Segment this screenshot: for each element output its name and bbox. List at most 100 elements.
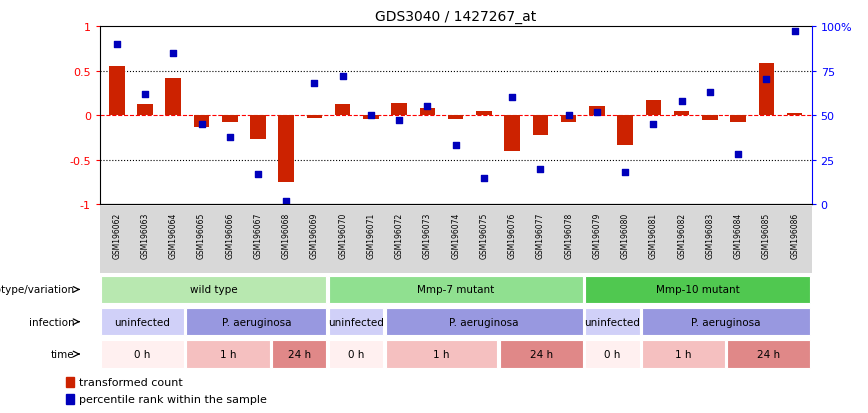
Bar	[589, 107, 605, 116]
Text: transformed count: transformed count	[79, 377, 182, 387]
Bar	[504, 116, 520, 152]
Point	[562, 112, 575, 119]
Text: GSM196062: GSM196062	[112, 212, 122, 259]
Text: infection: infection	[29, 317, 75, 327]
Text: GSM196085: GSM196085	[762, 212, 771, 259]
FancyBboxPatch shape	[385, 308, 582, 335]
Text: uninfected: uninfected	[115, 317, 170, 327]
Bar	[787, 114, 802, 116]
Text: GSM196069: GSM196069	[310, 212, 319, 259]
FancyBboxPatch shape	[727, 340, 811, 368]
Bar	[730, 116, 746, 123]
FancyBboxPatch shape	[187, 340, 269, 368]
FancyBboxPatch shape	[329, 340, 384, 368]
Point	[279, 198, 293, 204]
Bar	[66, 377, 74, 387]
Title: GDS3040 / 1427267_at: GDS3040 / 1427267_at	[375, 10, 536, 24]
Text: percentile rank within the sample: percentile rank within the sample	[79, 394, 266, 404]
Text: GSM196070: GSM196070	[339, 212, 347, 259]
FancyBboxPatch shape	[272, 340, 326, 368]
Bar	[279, 116, 294, 183]
Point	[647, 121, 661, 128]
FancyBboxPatch shape	[585, 276, 811, 303]
Text: GSM196081: GSM196081	[649, 212, 658, 258]
Point	[194, 121, 208, 128]
Text: GSM196080: GSM196080	[621, 212, 629, 259]
Bar	[702, 116, 718, 120]
Bar	[66, 394, 74, 404]
Text: GSM196071: GSM196071	[366, 212, 376, 259]
Text: 24 h: 24 h	[287, 349, 311, 359]
Text: Mmp-10 mutant: Mmp-10 mutant	[656, 285, 740, 295]
Bar	[363, 116, 378, 119]
Bar	[448, 116, 464, 119]
FancyBboxPatch shape	[585, 308, 640, 335]
Bar	[194, 116, 209, 128]
Point	[674, 98, 688, 105]
Point	[731, 152, 745, 158]
Text: GSM196066: GSM196066	[225, 212, 234, 259]
FancyBboxPatch shape	[329, 276, 582, 303]
Bar	[109, 67, 124, 116]
Bar	[674, 112, 689, 116]
Point	[110, 41, 124, 48]
FancyBboxPatch shape	[642, 340, 725, 368]
Point	[420, 104, 434, 110]
Point	[138, 91, 152, 98]
Text: 24 h: 24 h	[757, 349, 780, 359]
Bar	[533, 116, 549, 135]
Point	[505, 95, 519, 101]
Text: GSM196068: GSM196068	[282, 212, 291, 259]
Text: GSM196073: GSM196073	[423, 212, 432, 259]
Bar	[759, 64, 774, 116]
Text: GSM196065: GSM196065	[197, 212, 206, 259]
Point	[307, 81, 321, 87]
Bar	[391, 103, 407, 116]
Text: 1 h: 1 h	[675, 349, 692, 359]
Text: GSM196086: GSM196086	[790, 212, 799, 259]
Text: 0 h: 0 h	[348, 349, 365, 359]
Point	[787, 29, 801, 36]
Point	[590, 109, 604, 116]
Bar	[617, 116, 633, 145]
Bar	[646, 101, 661, 116]
Text: GSM196075: GSM196075	[479, 212, 489, 259]
Point	[364, 112, 378, 119]
FancyBboxPatch shape	[642, 308, 811, 335]
Text: GSM196064: GSM196064	[168, 212, 178, 259]
FancyBboxPatch shape	[101, 308, 184, 335]
Text: 1 h: 1 h	[433, 349, 450, 359]
Text: GSM196082: GSM196082	[677, 212, 687, 258]
Bar	[250, 116, 266, 140]
Bar	[222, 116, 238, 123]
Text: GSM196083: GSM196083	[706, 212, 714, 259]
Text: wild type: wild type	[190, 285, 238, 295]
Text: 24 h: 24 h	[529, 349, 553, 359]
Point	[449, 143, 463, 150]
FancyBboxPatch shape	[585, 340, 640, 368]
Point	[167, 50, 181, 57]
FancyBboxPatch shape	[329, 308, 384, 335]
Text: genotype/variation: genotype/variation	[0, 285, 75, 295]
Text: GSM196077: GSM196077	[536, 212, 545, 259]
Text: P. aeruginosa: P. aeruginosa	[221, 317, 291, 327]
Text: GSM196079: GSM196079	[593, 212, 602, 259]
Bar	[561, 116, 576, 123]
Text: 0 h: 0 h	[135, 349, 151, 359]
Point	[703, 89, 717, 96]
Point	[336, 74, 350, 80]
Text: GSM196084: GSM196084	[733, 212, 743, 259]
Text: P. aeruginosa: P. aeruginosa	[692, 317, 761, 327]
Text: 1 h: 1 h	[220, 349, 236, 359]
Point	[392, 118, 406, 124]
Text: GSM196078: GSM196078	[564, 212, 573, 259]
Text: Mmp-7 mutant: Mmp-7 mutant	[418, 285, 494, 295]
FancyBboxPatch shape	[101, 340, 184, 368]
Text: GSM196072: GSM196072	[395, 212, 404, 259]
Point	[534, 166, 548, 173]
Bar	[137, 104, 153, 116]
Text: P. aeruginosa: P. aeruginosa	[450, 317, 519, 327]
Point	[760, 77, 773, 83]
FancyBboxPatch shape	[101, 276, 326, 303]
Text: uninfected: uninfected	[328, 317, 384, 327]
